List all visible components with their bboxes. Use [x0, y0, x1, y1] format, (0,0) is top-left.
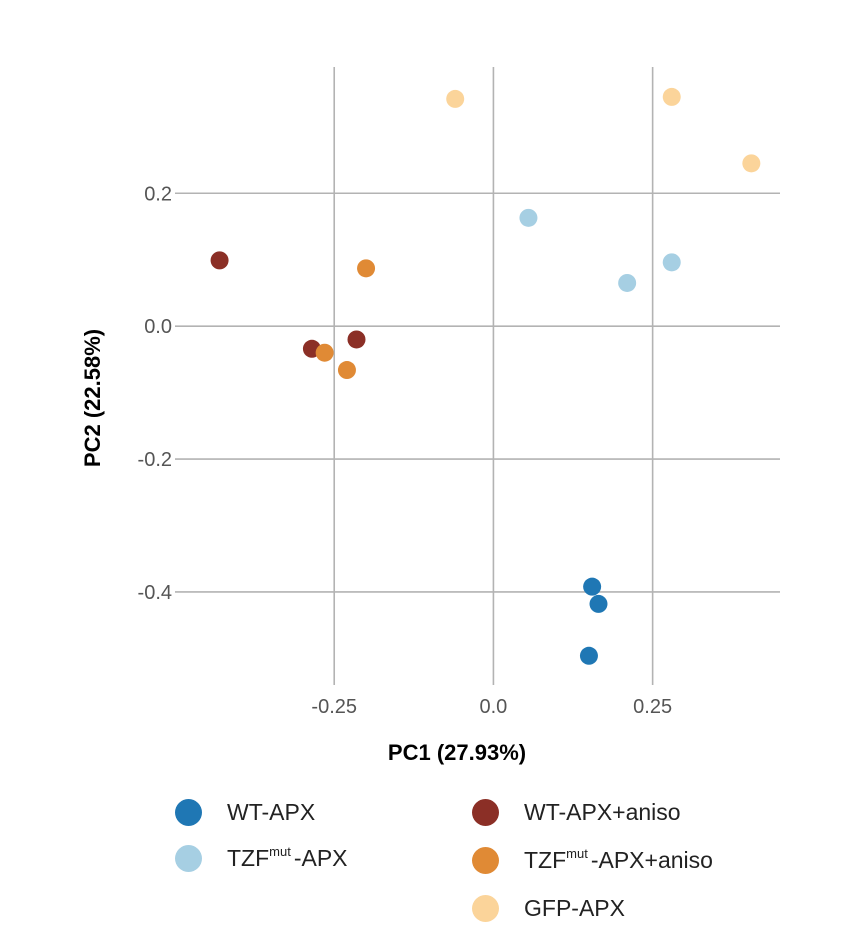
- data-point: [742, 154, 761, 173]
- x-axis-title: PC1 (27.93%): [388, 740, 526, 765]
- data-point: [446, 89, 465, 108]
- y-tick-labels: 0.2 0.0 -0.2 -0.4: [138, 183, 172, 604]
- data-point: [315, 343, 334, 362]
- data-point: [519, 208, 538, 227]
- y-tick-label: -0.2: [138, 449, 172, 471]
- y-tick-label: 0.0: [144, 316, 172, 338]
- y-tick-label: 0.2: [144, 183, 172, 205]
- data-point: [347, 330, 366, 349]
- y-axis-title: PC2 (22.58%): [80, 329, 105, 467]
- y-tick-label: -0.4: [138, 582, 172, 604]
- data-point: [662, 87, 681, 106]
- data-point: [357, 259, 376, 278]
- x-tick-labels: -0.25 0.0 0.25: [311, 696, 672, 718]
- data-point: [618, 273, 637, 292]
- grid-lines: [175, 67, 780, 685]
- x-tick-label: 0.0: [480, 696, 508, 718]
- x-tick-label: 0.25: [633, 696, 672, 718]
- data-point: [589, 594, 608, 613]
- data-point: [337, 361, 356, 380]
- data-point: [662, 253, 681, 272]
- data-point: [583, 577, 602, 596]
- data-point: [210, 251, 229, 270]
- x-tick-label: -0.25: [311, 696, 357, 718]
- data-points: [210, 87, 761, 665]
- data-point: [579, 646, 598, 665]
